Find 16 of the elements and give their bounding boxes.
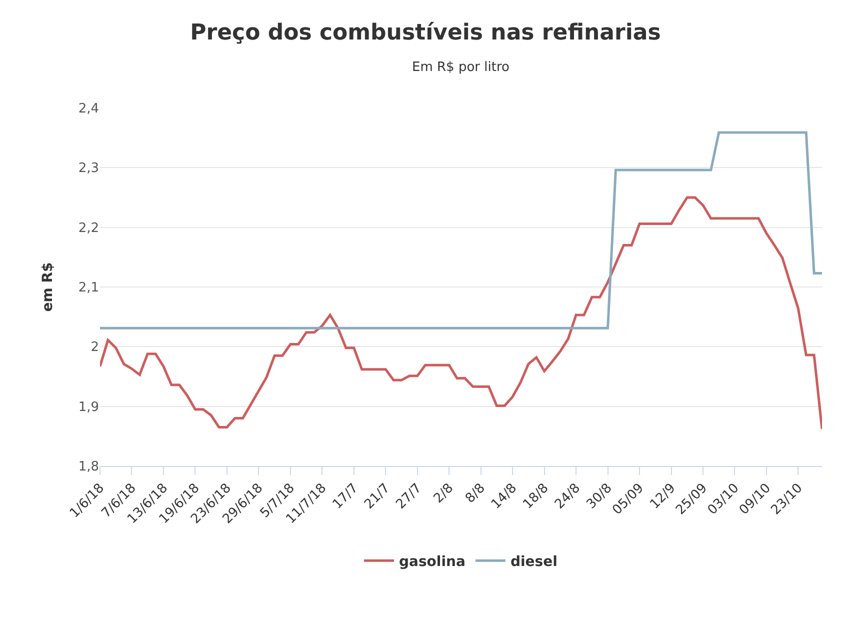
y-tick-label: 2,1 xyxy=(78,280,99,296)
line-series xyxy=(100,131,822,330)
y-tick-label: 2,2 xyxy=(78,220,99,236)
legend-label: gasolina xyxy=(399,554,466,570)
y-tick-label: 2 xyxy=(90,340,99,356)
x-tick-label: 2/8 xyxy=(431,480,457,506)
legend-label: diesel xyxy=(510,554,558,570)
chart-subtitle: Em R$ por litro xyxy=(412,60,510,75)
y-tick-label: 2,3 xyxy=(78,161,99,176)
line-series xyxy=(100,196,822,430)
y-axis-title: em R$ xyxy=(40,262,56,312)
y-tick-label: 1,9 xyxy=(78,400,99,415)
y-tick-label: 1,8 xyxy=(78,460,99,475)
x-tick-label: 8/8 xyxy=(462,480,488,506)
chart-title: Preço dos combustíveis nas refinarias xyxy=(190,20,661,46)
y-tick-label: 2,4 xyxy=(78,102,99,117)
